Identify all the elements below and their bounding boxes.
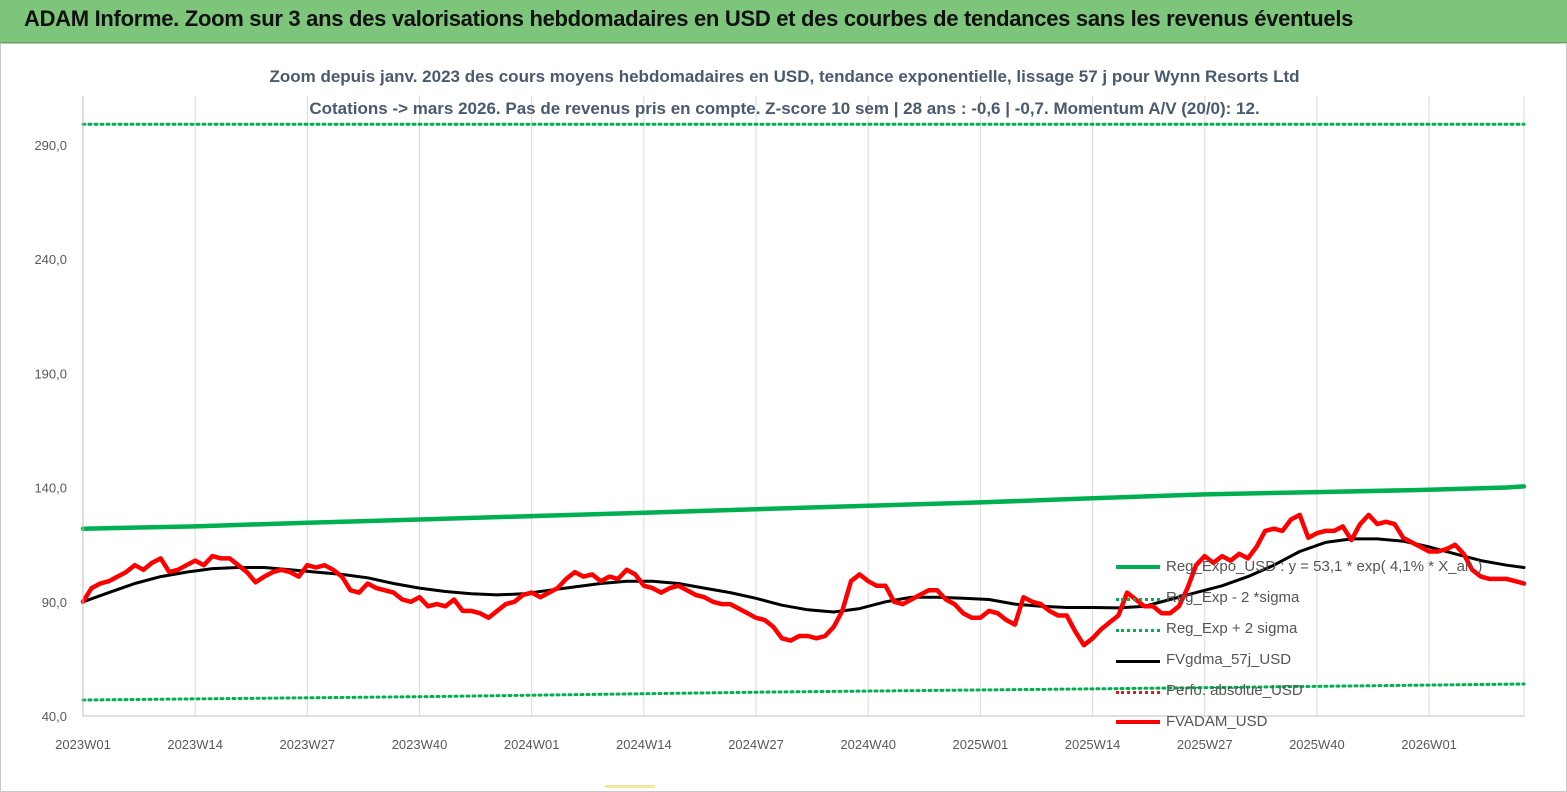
series-line-1: [81, 682, 1526, 702]
x-tick-label: 2024W01: [504, 737, 560, 752]
legend-swatch-black: [1116, 660, 1160, 663]
x-tick-label: 2023W40: [392, 737, 448, 752]
x-tick-label: 2025W14: [1065, 737, 1121, 752]
series-lines: [80, 122, 1527, 702]
x-tick-label: 2025W01: [953, 737, 1009, 752]
legend-label: FVgdma_57j_USD: [1166, 651, 1292, 668]
chart-title: Zoom depuis janv. 2023 des cours moyens …: [269, 67, 1300, 86]
x-tick-label: 2025W40: [1289, 737, 1345, 752]
legend-swatch-dotted-green: [1116, 598, 1160, 601]
x-tick-label: 2026W01: [1401, 737, 1457, 752]
y-tick-label: 190,0: [34, 366, 67, 381]
legend-item-reg-plus: Reg_Exp + 2 sigma: [1113, 620, 1533, 640]
line-chart: 2023W01 2023W14 2023W27 2023W40 2024W01 2024W…: [34, 96, 1527, 752]
legend-label: Reg_Exp - 2 *sigma: [1166, 589, 1300, 606]
legend-swatch-dotted-red: [1116, 691, 1160, 694]
x-tick-label: 2023W27: [280, 737, 336, 752]
legend-item-fvadam: FVADAM_USD: [1113, 713, 1533, 733]
legend-item-fvgdma: FVgdma_57j_USD: [1113, 651, 1533, 671]
y-tick-label: 90,0: [42, 595, 67, 610]
report-title: ADAM Informe. Zoom sur 3 ans des valoris…: [24, 6, 1354, 31]
header-bar: ADAM Informe. Zoom sur 3 ans des valoris…: [0, 0, 1567, 43]
gridlines: [82, 96, 1525, 716]
legend-swatch-dotted-green: [1116, 629, 1160, 632]
legend-label: Reg_Expo_USD : y = 53,1 * exp( 4,1% * X_…: [1166, 558, 1483, 575]
series-line-0: [80, 484, 1527, 531]
chart-subtitle: Cotations -> mars 2026. Pas de revenus p…: [309, 99, 1260, 118]
y-tick-label: 290,0: [34, 138, 67, 153]
scroll-marker: [605, 785, 655, 788]
x-tick-label: 2025W27: [1177, 737, 1233, 752]
x-tick-label: 2023W01: [55, 737, 111, 752]
chart-area: 2023W01 2023W14 2023W27 2023W40 2024W01 2024W…: [0, 43, 1567, 792]
legend-item-reg-minus: Reg_Exp - 2 *sigma: [1113, 589, 1533, 609]
legend-item-reg-expo: Reg_Expo_USD : y = 53,1 * exp( 4,1% * X_…: [1113, 558, 1533, 578]
legend-label: FVADAM_USD: [1166, 713, 1268, 730]
y-tick-label: 40,0: [42, 709, 67, 724]
x-tick-label: 2023W14: [167, 737, 223, 752]
axes: 2023W01 2023W14 2023W27 2023W40 2024W01 2024W…: [34, 96, 1524, 752]
y-tick-label: 140,0: [34, 481, 67, 496]
x-tick-label: 2024W40: [840, 737, 896, 752]
x-tick-label: 2024W27: [728, 737, 784, 752]
series-line-5: [80, 512, 1527, 648]
legend-swatch-red: [1116, 720, 1160, 724]
x-tick-label: 2024W14: [616, 737, 672, 752]
legend-label: Reg_Exp + 2 sigma: [1166, 620, 1298, 637]
series-line-3: [81, 537, 1526, 614]
y-tick-label: 240,0: [34, 252, 67, 267]
legend-swatch-solid-green: [1116, 565, 1160, 569]
legend-item-perfo: Perfo. absolue_USD: [1113, 682, 1533, 702]
legend-label: Perfo. absolue_USD: [1166, 682, 1303, 699]
